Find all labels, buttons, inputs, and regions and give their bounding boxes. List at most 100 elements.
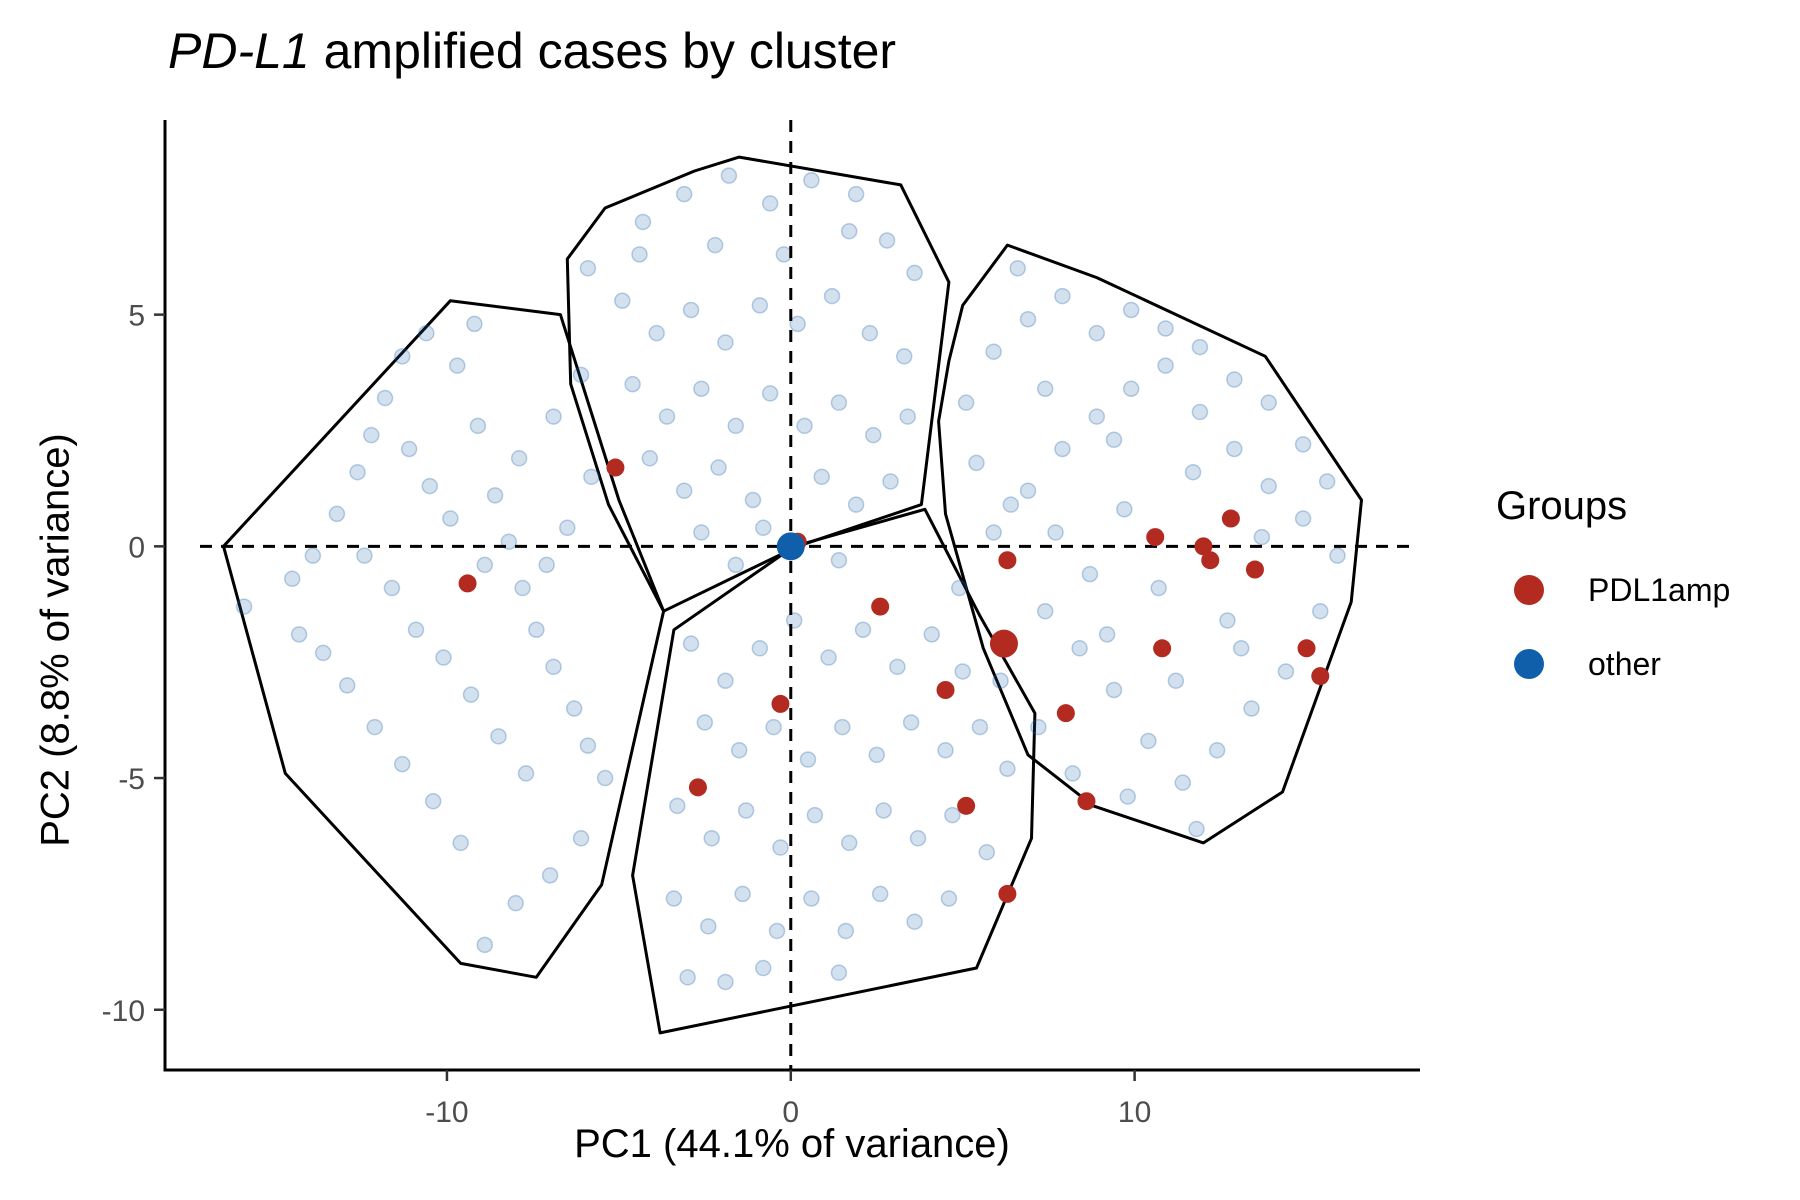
background-point (1047, 524, 1064, 541)
background-point (761, 195, 779, 212)
background-point (868, 746, 885, 764)
background-point (407, 621, 425, 639)
background-point (1019, 482, 1037, 499)
legend-swatch-other (1514, 649, 1544, 679)
background-point (1157, 357, 1174, 374)
background-point (865, 426, 882, 444)
background-point (951, 579, 968, 597)
background-point (878, 232, 896, 249)
background-point (785, 612, 803, 629)
y-tick-label: -5 (118, 763, 145, 796)
pdl1amp-point (458, 574, 477, 593)
background-point (421, 477, 439, 495)
background-point (1150, 579, 1167, 597)
legend-label-pdl1amp: PDL1amp (1588, 571, 1731, 608)
background-point (1002, 496, 1020, 513)
background-point (363, 426, 380, 444)
background-point (514, 579, 531, 597)
background-point (734, 885, 751, 903)
background-point (875, 802, 892, 819)
pdl1amp-point (1153, 639, 1172, 658)
background-point (400, 440, 418, 458)
background-point (1260, 477, 1277, 495)
background-point (634, 213, 652, 231)
background-point (992, 672, 1009, 689)
background-point (902, 714, 920, 731)
background-point (957, 394, 975, 411)
background-point (909, 830, 927, 847)
background-point (871, 885, 889, 903)
background-point (476, 936, 494, 954)
background-point (847, 496, 865, 513)
reference-lines (200, 120, 1412, 1070)
background-point (565, 700, 583, 717)
background-point (954, 663, 971, 680)
pdl1amp-point (1221, 509, 1240, 528)
background-point (730, 741, 748, 759)
background-point (1122, 380, 1140, 398)
background-point (541, 867, 559, 884)
background-point (693, 380, 710, 398)
background-point (418, 324, 435, 342)
background-point (847, 185, 865, 203)
pdl1amp-point (1077, 792, 1096, 811)
chart-title: PD-L1 amplified cases by cluster (168, 22, 896, 80)
background-point (751, 640, 769, 657)
background-point (1318, 473, 1336, 490)
legend-swatch-pdl1amp (1514, 575, 1544, 605)
background-point (1105, 681, 1123, 699)
background-point (682, 301, 700, 319)
pdl1amp-point (936, 681, 955, 699)
background-point (1294, 436, 1312, 453)
background-point (985, 343, 1002, 360)
background-point (579, 737, 597, 754)
background-point (1167, 672, 1185, 689)
legend-item-pdl1amp: PDL1amp (1496, 553, 1730, 627)
background-point (1191, 338, 1209, 356)
pdl1amp-point (1297, 639, 1316, 658)
background-point (449, 357, 466, 374)
legend-label-other: other (1588, 645, 1661, 682)
legend: Groups PDL1amp other (1496, 484, 1730, 701)
background-point (940, 890, 958, 907)
background-point (854, 621, 872, 639)
background-point (1036, 602, 1054, 620)
background-point (1088, 324, 1106, 342)
background-point (545, 408, 562, 425)
background-point (1219, 612, 1236, 629)
cluster-hull-2 (565, 155, 951, 613)
background-point (559, 519, 576, 537)
background-point (393, 348, 411, 365)
background-point (999, 760, 1016, 778)
background-point (1019, 311, 1037, 328)
background-point (1122, 301, 1140, 319)
background-point (1312, 602, 1329, 620)
background-point (349, 463, 366, 481)
background-point (1277, 663, 1295, 680)
background-point (682, 635, 700, 652)
background-point (517, 765, 535, 782)
legend-title: Groups (1496, 484, 1628, 528)
background-point (1009, 260, 1026, 277)
background-point (679, 969, 696, 986)
pdl1amp-point (1146, 528, 1165, 547)
background-point (1098, 626, 1116, 643)
background-point (840, 222, 858, 240)
pdl1amp-point (957, 796, 976, 815)
axes: -10 0 10 -10 -5 0 5 (102, 120, 1420, 1129)
background-point (775, 246, 793, 263)
pdl1amp-point (998, 884, 1017, 903)
background-point (1140, 732, 1157, 750)
x-tick-label: 10 (1118, 1096, 1151, 1129)
background-point (696, 714, 714, 731)
background-point (882, 473, 899, 490)
background-point (727, 556, 745, 574)
background-point (1064, 765, 1081, 782)
background-point (648, 324, 665, 342)
background-point (1036, 380, 1054, 398)
pdl1amp-point (1201, 551, 1220, 570)
background-point (895, 348, 913, 365)
background-point (665, 890, 683, 907)
background-point (803, 890, 820, 907)
background-point (813, 468, 830, 486)
